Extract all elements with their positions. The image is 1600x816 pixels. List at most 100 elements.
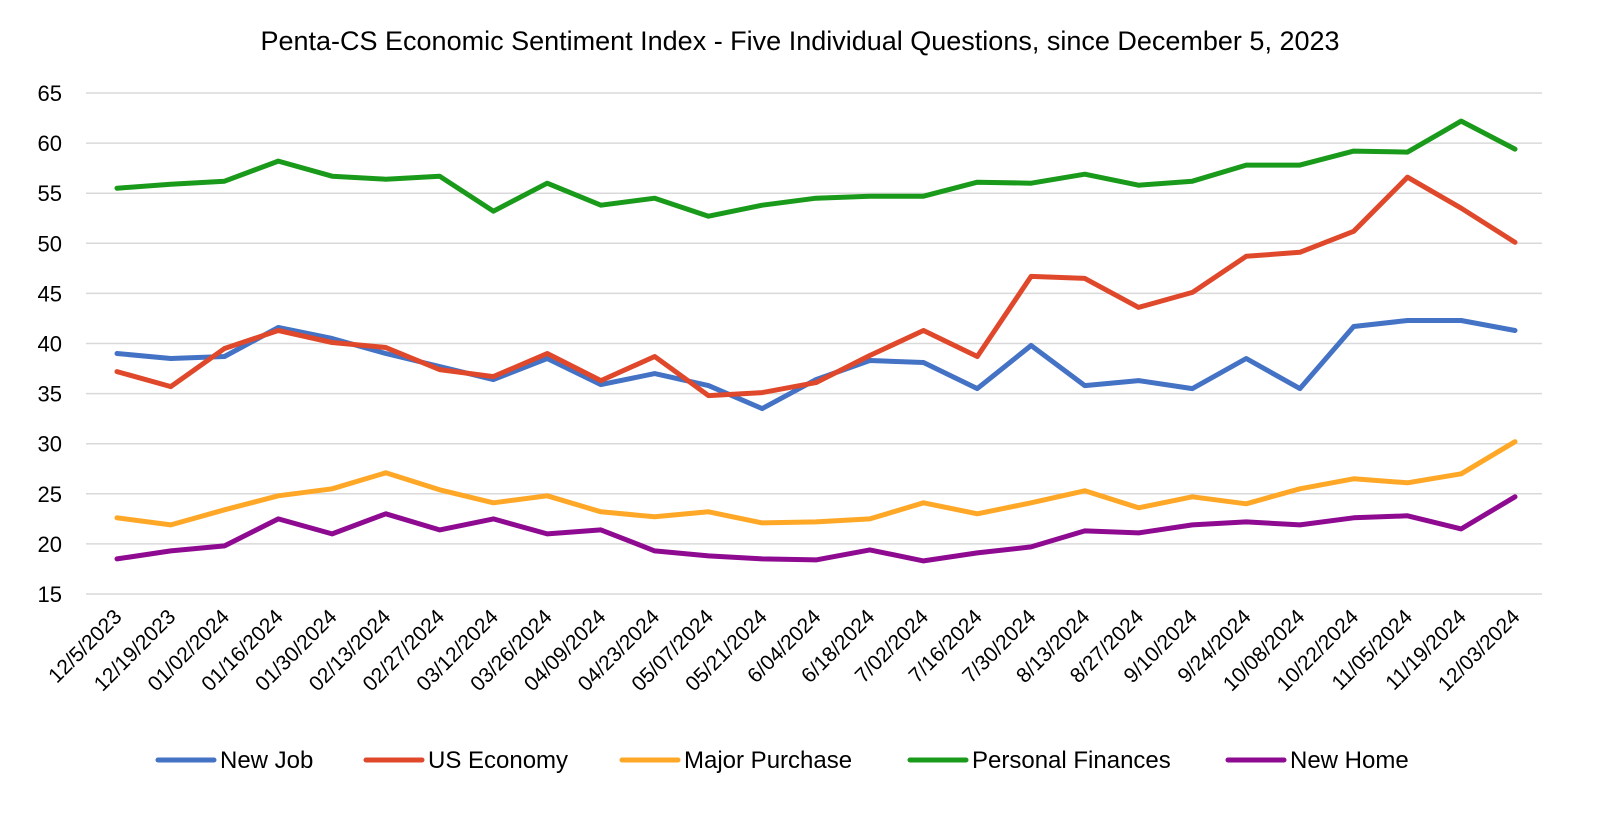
data-point: [760, 520, 765, 526]
legend-label: Major Purchase: [684, 747, 852, 774]
data-point: [1136, 182, 1141, 188]
data-point: [867, 194, 872, 199]
data-point: [1351, 515, 1356, 521]
legend-item: Major Purchase: [619, 747, 852, 774]
data-point: [760, 203, 765, 208]
series-points-us-economy: [114, 174, 1518, 398]
x-axis-ticks: 12/5/202312/19/202301/02/202401/16/20240…: [44, 605, 1525, 696]
legend-item: New Job: [155, 747, 313, 774]
data-point: [867, 358, 872, 363]
series-line-us-economy: [114, 174, 1518, 399]
data-point: [383, 511, 389, 517]
data-point: [706, 214, 711, 219]
data-point: [598, 203, 604, 208]
data-point: [1190, 178, 1195, 184]
data-point: [1082, 276, 1088, 281]
data-point: [760, 406, 765, 411]
data-point: [276, 158, 281, 164]
legend: New Job US Economy Major Purchase Personal …: [155, 747, 1409, 774]
chart-title: Penta-CS Economic Sentiment Index - Five…: [260, 26, 1339, 56]
data-point: [1459, 118, 1464, 124]
data-point: [222, 178, 227, 184]
y-tick-label: 20: [38, 532, 62, 557]
series-points-major-purchase: [114, 439, 1518, 528]
data-point: [1136, 378, 1141, 383]
data-point: [975, 386, 980, 391]
y-tick-label: 45: [38, 281, 62, 306]
data-point: [276, 328, 281, 333]
data-point: [598, 378, 604, 383]
data-point: [598, 527, 604, 533]
y-tick-label: 30: [38, 432, 62, 457]
data-point: [491, 209, 496, 214]
data-point: [222, 354, 227, 359]
data-point: [706, 383, 711, 388]
data-point: [276, 516, 281, 522]
data-point: [544, 493, 550, 499]
data-point: [975, 179, 980, 185]
y-tick-label: 35: [38, 382, 62, 407]
data-point: [114, 185, 120, 191]
data-point: [813, 380, 819, 385]
data-point: [1243, 501, 1249, 507]
series-line-major-purchase: [114, 439, 1518, 528]
data-point: [1136, 530, 1141, 536]
legend-item: US Economy: [363, 747, 568, 774]
data-point: [1459, 526, 1464, 532]
data-point: [1297, 386, 1303, 391]
data-point: [1082, 528, 1088, 534]
data-point: [1297, 162, 1303, 168]
legend-item: New Home: [1225, 747, 1409, 774]
data-point: [437, 487, 442, 492]
data-point: [168, 548, 173, 554]
data-point: [168, 522, 173, 528]
data-point: [921, 500, 926, 506]
y-tick-label: 55: [38, 181, 62, 206]
series-line-new-job: [114, 318, 1518, 412]
data-point: [329, 173, 335, 179]
series-points-new-job: [114, 318, 1518, 411]
data-point: [491, 374, 496, 379]
y-tick-label: 60: [38, 131, 62, 156]
y-tick-label: 65: [38, 81, 62, 106]
data-point: [1243, 162, 1249, 168]
data-point: [222, 543, 227, 549]
series-line-new-home: [114, 494, 1518, 564]
series-lines: [114, 118, 1518, 564]
data-point: [1190, 494, 1195, 500]
data-point: [222, 346, 227, 351]
data-point: [1082, 488, 1088, 493]
data-point: [813, 196, 819, 201]
data-point: [1459, 206, 1464, 211]
data-point: [1459, 471, 1464, 476]
data-point: [867, 547, 872, 553]
data-point: [921, 328, 926, 333]
data-point: [329, 336, 335, 341]
data-point: [1351, 324, 1356, 329]
legend-label: US Economy: [428, 747, 568, 774]
data-point: [1405, 149, 1410, 155]
data-point: [329, 531, 335, 537]
data-point: [1028, 544, 1034, 550]
data-point: [329, 340, 335, 345]
data-point: [975, 354, 980, 359]
data-point: [544, 351, 550, 356]
data-point: [1082, 171, 1088, 177]
data-point: [329, 486, 335, 491]
data-point: [1459, 318, 1464, 323]
data-point: [544, 531, 550, 537]
data-point: [1512, 439, 1518, 444]
data-point: [867, 353, 872, 358]
data-point: [1028, 274, 1034, 279]
data-point: [1512, 146, 1518, 152]
data-point: [921, 558, 926, 564]
data-point: [706, 553, 711, 559]
data-point: [975, 550, 980, 556]
data-point: [168, 384, 173, 389]
data-point: [1243, 356, 1249, 361]
data-point: [1190, 386, 1195, 391]
data-point: [1190, 522, 1195, 528]
data-point: [598, 509, 604, 515]
data-point: [491, 500, 496, 506]
